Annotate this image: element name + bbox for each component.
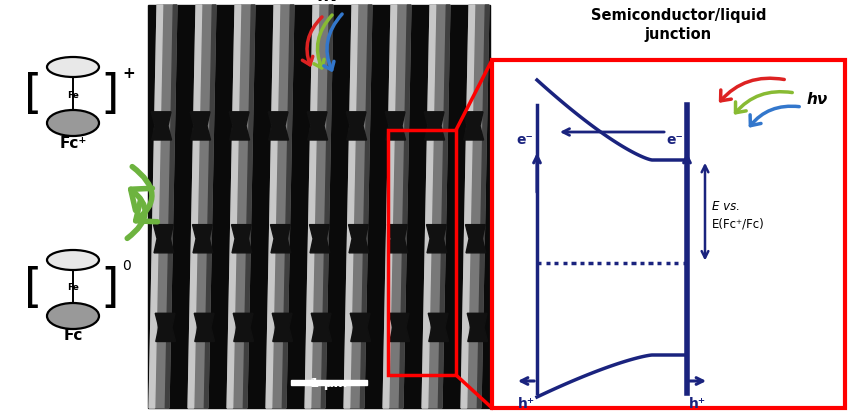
- Ellipse shape: [47, 303, 99, 329]
- Polygon shape: [154, 225, 173, 253]
- Polygon shape: [270, 225, 291, 253]
- Polygon shape: [350, 313, 371, 342]
- Text: 0: 0: [122, 259, 131, 273]
- FancyArrowPatch shape: [303, 17, 322, 65]
- Text: ]: ]: [101, 72, 119, 117]
- Polygon shape: [165, 5, 177, 408]
- Polygon shape: [344, 5, 358, 408]
- Polygon shape: [204, 5, 216, 408]
- Polygon shape: [266, 5, 280, 408]
- Polygon shape: [233, 313, 253, 342]
- Polygon shape: [463, 112, 484, 140]
- Text: Fc: Fc: [63, 329, 82, 344]
- Polygon shape: [346, 112, 366, 140]
- Polygon shape: [348, 225, 369, 253]
- Bar: [291, 380, 367, 385]
- Polygon shape: [311, 313, 332, 342]
- Polygon shape: [227, 5, 241, 408]
- FancyArrowPatch shape: [133, 167, 157, 222]
- Text: hν: hν: [807, 92, 828, 107]
- Polygon shape: [149, 5, 177, 408]
- Bar: [148, 5, 490, 408]
- Text: e⁻: e⁻: [516, 133, 533, 147]
- Polygon shape: [227, 5, 255, 408]
- Polygon shape: [309, 225, 330, 253]
- Ellipse shape: [47, 250, 99, 270]
- Text: h⁺: h⁺: [518, 397, 535, 411]
- Ellipse shape: [47, 110, 99, 136]
- Polygon shape: [461, 5, 474, 408]
- Polygon shape: [321, 5, 333, 408]
- Text: hν: hν: [317, 0, 341, 5]
- Polygon shape: [461, 5, 489, 408]
- Polygon shape: [385, 112, 405, 140]
- Polygon shape: [149, 5, 162, 408]
- Text: +: +: [122, 65, 135, 81]
- Polygon shape: [282, 5, 294, 408]
- Polygon shape: [427, 225, 447, 253]
- Polygon shape: [422, 5, 436, 408]
- Polygon shape: [151, 112, 172, 140]
- Polygon shape: [422, 5, 450, 408]
- Polygon shape: [272, 313, 292, 342]
- Polygon shape: [195, 313, 214, 342]
- Text: E(Fc⁺/Fc): E(Fc⁺/Fc): [712, 217, 765, 230]
- Polygon shape: [269, 112, 288, 140]
- Bar: [492, 60, 845, 408]
- Text: e⁻: e⁻: [666, 133, 683, 147]
- Text: E vs.: E vs.: [712, 200, 740, 213]
- Polygon shape: [230, 112, 250, 140]
- Polygon shape: [305, 5, 319, 408]
- Polygon shape: [192, 225, 212, 253]
- Text: [: [: [24, 72, 42, 117]
- Polygon shape: [344, 5, 372, 408]
- Text: 1 μm: 1 μm: [310, 377, 348, 390]
- Polygon shape: [468, 313, 488, 342]
- Polygon shape: [156, 313, 176, 342]
- Polygon shape: [389, 313, 410, 342]
- Text: Semiconductor/liquid
junction: Semiconductor/liquid junction: [591, 8, 766, 42]
- Polygon shape: [305, 5, 333, 408]
- FancyArrowPatch shape: [721, 78, 785, 101]
- Bar: [388, 130, 456, 375]
- Polygon shape: [360, 5, 372, 408]
- Ellipse shape: [47, 57, 99, 77]
- FancyArrowPatch shape: [314, 15, 332, 68]
- Polygon shape: [478, 5, 489, 408]
- Polygon shape: [388, 225, 408, 253]
- Polygon shape: [383, 5, 411, 408]
- Polygon shape: [190, 112, 211, 140]
- Polygon shape: [266, 5, 294, 408]
- FancyArrowPatch shape: [750, 106, 799, 126]
- FancyArrowPatch shape: [128, 188, 152, 238]
- Polygon shape: [231, 225, 252, 253]
- Text: h⁺: h⁺: [689, 397, 706, 411]
- FancyArrowPatch shape: [735, 92, 792, 113]
- Polygon shape: [307, 112, 327, 140]
- Polygon shape: [243, 5, 255, 408]
- Polygon shape: [383, 5, 397, 408]
- Text: ]: ]: [101, 265, 119, 310]
- FancyArrowPatch shape: [324, 14, 342, 70]
- Polygon shape: [188, 5, 216, 408]
- Text: Fe: Fe: [67, 91, 79, 99]
- Polygon shape: [428, 313, 449, 342]
- Polygon shape: [466, 225, 486, 253]
- Text: Fc⁺: Fc⁺: [60, 136, 87, 151]
- Polygon shape: [424, 112, 445, 140]
- Text: Fe: Fe: [67, 283, 79, 292]
- Polygon shape: [400, 5, 411, 408]
- Polygon shape: [188, 5, 201, 408]
- Polygon shape: [439, 5, 450, 408]
- Text: [: [: [24, 265, 42, 310]
